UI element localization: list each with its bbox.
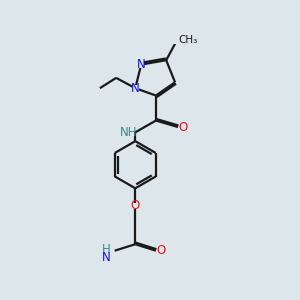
Bar [171,37,182,44]
Text: O: O [157,244,166,257]
Text: N: N [137,58,146,71]
Text: H: H [102,243,111,256]
Text: O: O [178,121,188,134]
Bar [138,61,144,68]
Text: NH: NH [120,126,138,139]
Bar [180,124,187,130]
Bar [132,203,139,209]
Text: CH₃: CH₃ [178,35,197,46]
Text: N: N [102,251,111,264]
Text: N: N [131,82,140,95]
Bar [132,85,139,92]
Bar [158,248,164,254]
Bar [100,249,113,257]
Text: O: O [131,200,140,212]
Bar [123,129,134,136]
